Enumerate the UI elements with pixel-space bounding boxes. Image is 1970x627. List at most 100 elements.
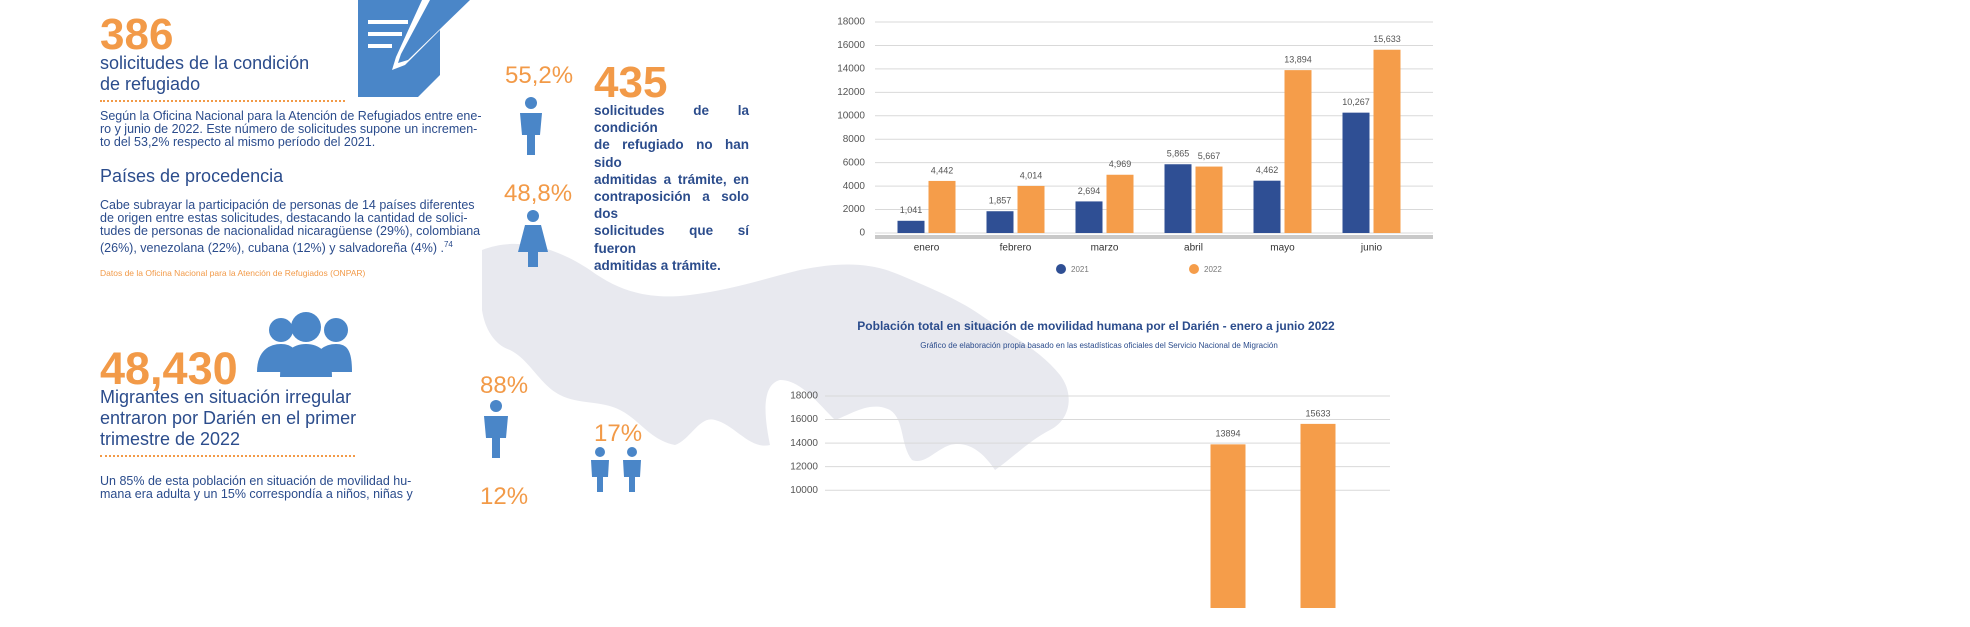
value-label: 15,633 — [1373, 34, 1401, 44]
heading-line: de refugiado — [100, 74, 201, 94]
y-tick-label: 10000 — [790, 485, 818, 496]
y-tick-label: 6000 — [843, 157, 866, 168]
bar — [1210, 444, 1246, 608]
text-line: admitidas a trámite, en — [594, 171, 749, 187]
y-tick-label: 14000 — [790, 438, 818, 449]
text-line: de refugiado no han sido — [594, 137, 749, 170]
migrants-number: 48,430 — [100, 343, 238, 394]
women-percent: 48,8% — [504, 180, 573, 207]
bar — [986, 211, 1014, 233]
other-percent: 12% — [480, 483, 529, 510]
y-tick-label: 0 — [859, 228, 865, 239]
value-label: 15633 — [1305, 408, 1330, 418]
refugee-number: 386 — [100, 10, 174, 59]
children-percent: 17% — [594, 420, 643, 447]
value-label: 2,694 — [1078, 186, 1101, 196]
paragraph-line: de origen entre estas solicitudes, desta… — [100, 211, 468, 225]
paragraph-line: Cabe subrayar la participación de person… — [100, 198, 475, 212]
value-label: 1,041 — [900, 205, 923, 215]
source-note: Datos de la Oficina Nacional para la Ate… — [100, 268, 366, 278]
text-line: solicitudes de la condición — [594, 103, 749, 136]
paragraph-line: Un 85% de esta población en situación de… — [100, 474, 412, 488]
refugee-heading: solicitudes de la condición de refugiado — [100, 53, 309, 95]
text-line: contraposición a solo dos — [594, 189, 749, 222]
child-icon — [591, 447, 609, 492]
x-tick-label: mayo — [1270, 243, 1295, 254]
bar — [1017, 185, 1045, 233]
x-tick-label: junio — [1360, 243, 1383, 254]
heading-line: Migrantes en situación irregular — [100, 387, 352, 407]
value-label: 13894 — [1215, 429, 1240, 439]
paragraph-line: tudes de personas de nacionalidad nicara… — [100, 224, 481, 238]
men-percent: 55,2% — [505, 62, 574, 89]
document-icon — [358, 0, 470, 97]
y-tick-label: 4000 — [843, 181, 866, 192]
y-tick-label: 18000 — [837, 17, 865, 28]
paragraph-line: (26%), venezolana (22%), cubana (12%) y … — [100, 240, 453, 256]
chart-title: Población total en situación de movilida… — [857, 319, 1335, 333]
x-tick-label: enero — [914, 243, 940, 254]
x-tick-label: febrero — [1000, 243, 1032, 254]
migrants-paragraph: Un 85% de esta población en situación de… — [100, 475, 413, 501]
axis-baseline — [875, 235, 1433, 239]
bar — [1106, 174, 1134, 233]
y-tick-label: 16000 — [837, 40, 865, 51]
charts: 0 2000 4000 6000 8000 10000 12000 14000 16000 180… — [790, 17, 1433, 608]
rejected-text: solicitudes de la condición de refugiado … — [594, 102, 749, 274]
legend-label: 2022 — [1204, 265, 1222, 274]
y-tick-label: 14000 — [837, 64, 865, 75]
adults-percent: 88% — [480, 372, 529, 399]
chart-subtitle: Gráfico de elaboración propia basado en … — [920, 341, 1278, 350]
value-label: 4,014 — [1020, 170, 1043, 180]
value-label: 10,267 — [1342, 97, 1370, 107]
man-icon — [484, 400, 508, 458]
y-tick-label: 12000 — [837, 87, 865, 98]
bar — [1164, 164, 1192, 233]
text-line: admitidas a trámite. — [594, 257, 721, 273]
bar — [1253, 180, 1281, 233]
y-tick-label: 10000 — [837, 110, 865, 121]
legend-label: 2021 — [1071, 265, 1089, 274]
heading-line: trimestre de 2022 — [100, 429, 241, 449]
legend-swatch — [1056, 264, 1066, 274]
value-label: 4,462 — [1256, 165, 1279, 175]
heading-line: entraron por Darién en el primer — [100, 408, 357, 428]
y-tick-label: 16000 — [790, 414, 818, 425]
bar — [1195, 166, 1223, 233]
paragraph-line: to del 53,2% respecto al mismo período d… — [100, 135, 376, 149]
map — [482, 243, 1069, 470]
woman-icon — [518, 210, 548, 267]
refugee-paragraph: Según la Oficina Nacional para la Atenci… — [100, 110, 482, 149]
bar — [928, 180, 956, 233]
x-tick-label: abril — [1184, 243, 1203, 254]
value-label: 4,969 — [1109, 159, 1132, 169]
paragraph-line: mana era adulta y un 15% correspondía a … — [100, 487, 413, 501]
footnote-ref: 74 — [443, 240, 453, 249]
legend-swatch — [1189, 264, 1199, 274]
bar — [1075, 201, 1103, 233]
value-label: 4,442 — [931, 165, 954, 175]
y-tick-label: 12000 — [790, 461, 818, 472]
bar — [1284, 70, 1312, 234]
bar — [897, 220, 925, 233]
bar — [1300, 423, 1336, 608]
paragraph-line: Según la Oficina Nacional para la Atenci… — [100, 109, 482, 123]
x-tick-label: marzo — [1091, 243, 1119, 254]
y-tick-label: 2000 — [843, 204, 866, 215]
child-icon — [623, 447, 641, 492]
heading-line: solicitudes de la condición — [100, 53, 310, 73]
text-line: solicitudes que sí fueron — [594, 223, 749, 256]
group-icon — [257, 312, 352, 377]
divider — [100, 455, 355, 457]
bar — [1373, 49, 1401, 234]
migrants-heading: Migrantes en situación irregular entraron… — [100, 387, 356, 450]
rejected-number: 435 — [594, 58, 668, 107]
value-label: 5,667 — [1198, 151, 1221, 161]
paragraph-line: ro y junio de 2022. Este número de solic… — [100, 122, 478, 136]
value-label: 1,857 — [989, 196, 1012, 206]
value-label: 5,865 — [1167, 149, 1190, 159]
man-icon — [520, 97, 542, 155]
origin-heading: Países de procedencia — [100, 166, 284, 186]
